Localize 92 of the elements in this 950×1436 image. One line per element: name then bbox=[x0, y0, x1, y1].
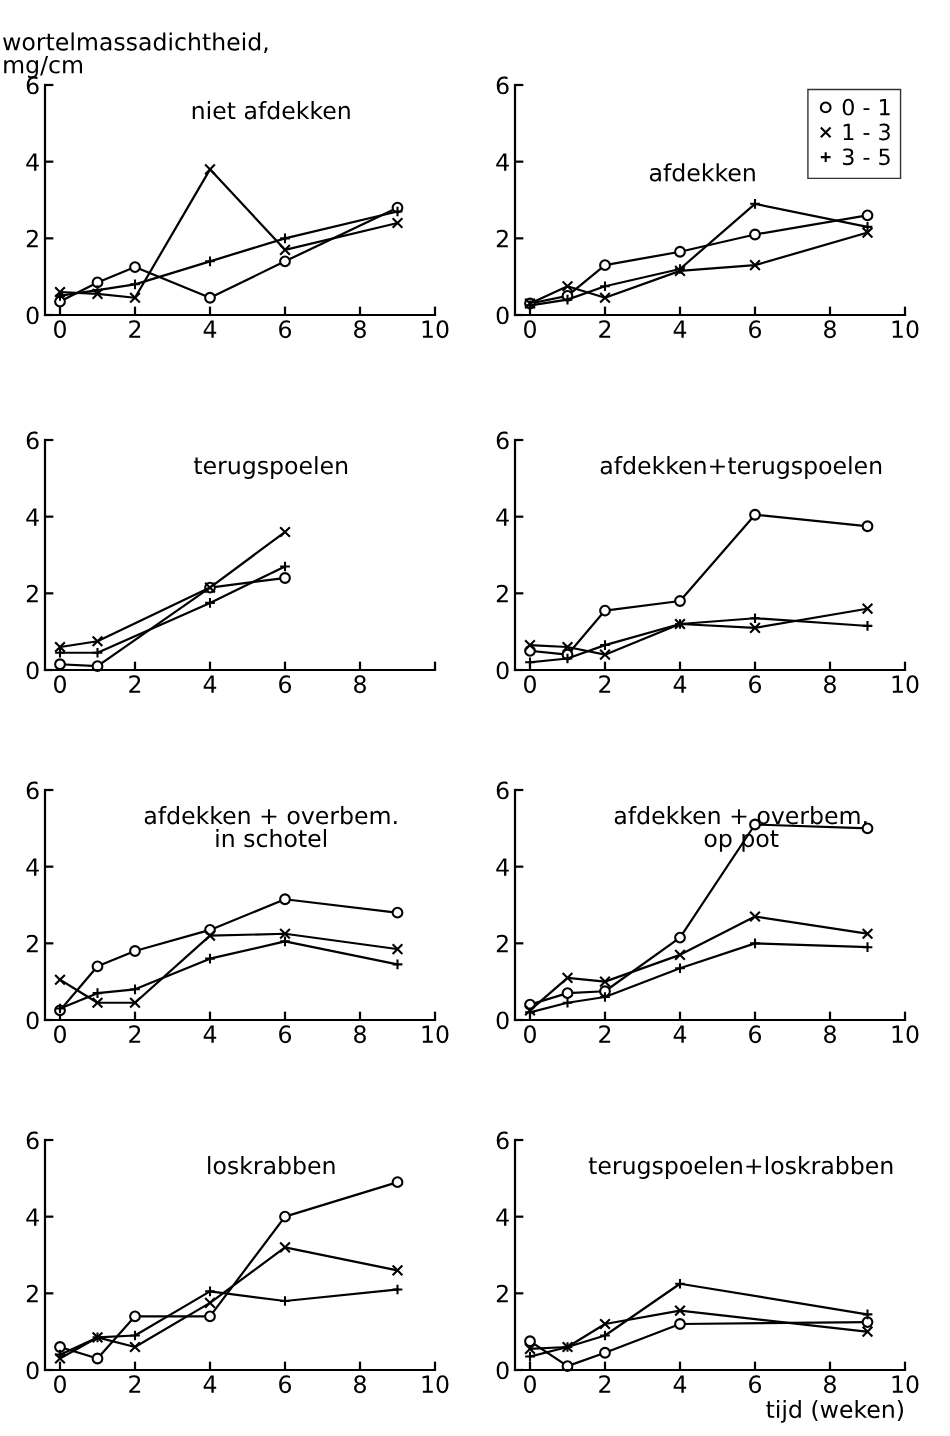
x-tick-label: 6 bbox=[279, 1375, 292, 1394]
x-tick-label: 8 bbox=[354, 675, 366, 694]
y-tick-label: 4 bbox=[496, 858, 509, 876]
x-tick-label: 2 bbox=[129, 1375, 141, 1393]
y-tick-label: 0 bbox=[496, 1011, 509, 1030]
y-tick-label: 2 bbox=[26, 584, 38, 603]
x-tick-label: 10 bbox=[422, 1025, 449, 1044]
y-tick-label: 6 bbox=[496, 781, 509, 800]
y-tick-label: 6 bbox=[496, 1131, 509, 1150]
y-tick-label: 2 bbox=[26, 1284, 38, 1303]
x-tick-label: 0 bbox=[524, 1375, 536, 1394]
y-tick-label: 4 bbox=[26, 1208, 39, 1226]
x-tick-label: 10 bbox=[422, 320, 449, 339]
x-tick-label: 0 bbox=[54, 1025, 66, 1044]
y-tick-label: 6 bbox=[496, 431, 509, 450]
legend-label: 0 - 1 bbox=[842, 98, 890, 116]
y-tick-label: 4 bbox=[496, 1208, 509, 1226]
x-tick-label: 2 bbox=[599, 675, 611, 693]
x-tick-label: 10 bbox=[422, 1375, 449, 1394]
x-tick-label: 4 bbox=[203, 320, 217, 338]
x-tick-label: 0 bbox=[524, 1025, 536, 1044]
x-tick-label: 8 bbox=[824, 675, 836, 694]
x-tick-label: 6 bbox=[279, 1025, 292, 1044]
text: afdekken + overbem. in schotel bbox=[144, 806, 397, 848]
y-tick-label: 0 bbox=[26, 1011, 39, 1030]
x-tick-label: 4 bbox=[673, 1025, 687, 1043]
text: niet afdekken bbox=[192, 101, 350, 120]
text: loskrabben bbox=[208, 1156, 335, 1175]
legend-label: 3 - 5 bbox=[842, 148, 890, 166]
x-tick-label: 8 bbox=[824, 1375, 836, 1394]
y-tick-label: 0 bbox=[26, 306, 39, 325]
x-tick-label: 10 bbox=[892, 320, 919, 339]
y-tick-label: 0 bbox=[26, 1361, 39, 1380]
y-tick-label: 4 bbox=[26, 153, 39, 171]
y-tick-label: 2 bbox=[496, 229, 508, 248]
y-tick-label: 6 bbox=[26, 781, 39, 800]
x-tick-label: 0 bbox=[524, 675, 536, 694]
y-tick-label: 0 bbox=[496, 306, 509, 325]
y-tick-label: 0 bbox=[26, 661, 39, 680]
x-tick-label: 8 bbox=[824, 1025, 836, 1044]
x-tick-label: 6 bbox=[749, 320, 762, 339]
y-tick-label: 0 bbox=[496, 1361, 509, 1380]
y-tick-label: 2 bbox=[26, 934, 38, 953]
x-tick-label: 4 bbox=[203, 1025, 217, 1043]
x-tick-label: 8 bbox=[354, 320, 366, 339]
x-tick-label: 10 bbox=[892, 1375, 919, 1394]
x-tick-label: 2 bbox=[129, 675, 141, 693]
x-tick-label: 2 bbox=[599, 1375, 611, 1393]
y-axis-title: wortelmassadichtheid, mg/cm bbox=[3, 32, 268, 79]
x-tick-label: 6 bbox=[749, 1025, 762, 1044]
y-tick-label: 4 bbox=[26, 508, 39, 526]
x-tick-label: 10 bbox=[892, 1025, 919, 1044]
x-tick-label: 4 bbox=[673, 320, 687, 338]
legend-label: 1 - 3 bbox=[843, 123, 890, 141]
x-axis-title: tijd (weken) bbox=[766, 1399, 903, 1423]
y-tick-label: 2 bbox=[26, 229, 38, 248]
y-tick-label: 6 bbox=[496, 76, 509, 95]
y-tick-label: 6 bbox=[26, 76, 39, 95]
x-tick-label: 10 bbox=[892, 675, 919, 694]
x-tick-label: 6 bbox=[279, 675, 292, 694]
y-tick-label: 6 bbox=[26, 1131, 39, 1150]
x-tick-label: 0 bbox=[524, 320, 536, 339]
y-tick-label: 0 bbox=[496, 661, 509, 680]
x-tick-label: 0 bbox=[54, 1375, 66, 1394]
y-tick-label: 4 bbox=[26, 858, 39, 876]
x-tick-label: 4 bbox=[673, 675, 687, 693]
x-tick-label: 6 bbox=[749, 675, 762, 694]
x-tick-label: 8 bbox=[354, 1375, 366, 1394]
x-tick-label: 4 bbox=[203, 1375, 217, 1393]
x-tick-label: 0 bbox=[54, 320, 66, 339]
x-tick-label: 2 bbox=[129, 1025, 141, 1043]
x-tick-label: 2 bbox=[599, 1025, 611, 1043]
x-tick-label: 8 bbox=[824, 320, 836, 339]
x-tick-label: 0 bbox=[54, 675, 66, 694]
y-tick-label: 2 bbox=[496, 584, 508, 603]
text: afdekken + overbem. op pot bbox=[614, 806, 867, 852]
text: terugspoelen bbox=[193, 456, 348, 479]
x-tick-label: 8 bbox=[354, 1025, 366, 1044]
y-tick-label: 4 bbox=[496, 508, 509, 526]
y-tick-label: 6 bbox=[26, 431, 39, 450]
x-tick-label: 2 bbox=[129, 320, 141, 338]
x-tick-label: 6 bbox=[749, 1375, 762, 1394]
x-tick-label: 4 bbox=[673, 1375, 687, 1393]
text: afdekken bbox=[649, 163, 755, 182]
x-tick-label: 2 bbox=[599, 320, 611, 338]
y-tick-label: 4 bbox=[496, 153, 509, 171]
x-tick-label: 4 bbox=[203, 675, 217, 693]
text: afdekken+terugspoelen bbox=[600, 456, 882, 479]
y-tick-label: 2 bbox=[496, 934, 508, 953]
text: terugspoelen+loskrabben bbox=[588, 1156, 893, 1179]
y-tick-label: 2 bbox=[496, 1284, 508, 1303]
x-tick-label: 6 bbox=[279, 320, 292, 339]
